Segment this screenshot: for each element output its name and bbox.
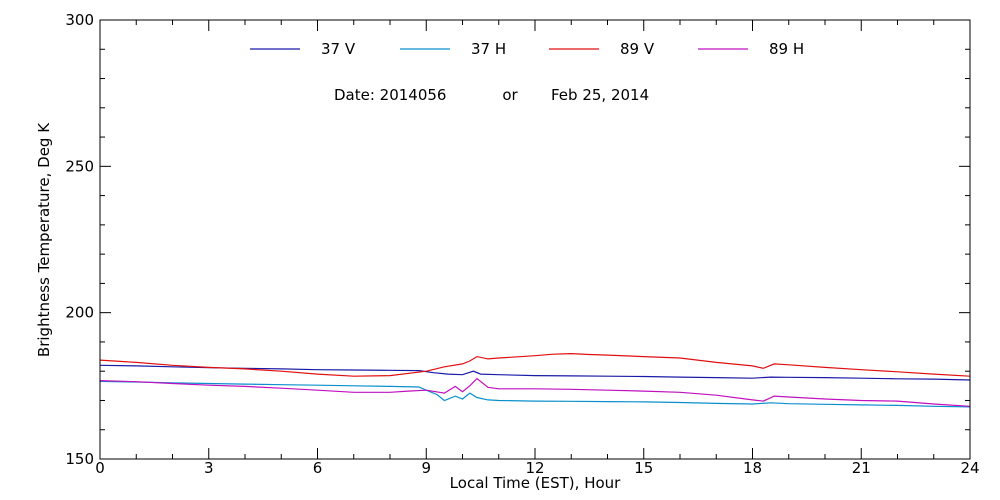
legend-label-89-v: 89 V [620, 40, 655, 58]
y-tick-label: 300 [65, 11, 94, 29]
legend: 37 V 37 H 89 V 89 H [250, 40, 804, 58]
x-tick-label: 3 [204, 459, 214, 477]
series-line-89-v [99, 352, 971, 377]
plot-frame [99, 19, 971, 460]
date-text: Feb 25, 2014 [551, 86, 649, 104]
x-axis-label: Local Time (EST), Hour [450, 474, 621, 492]
legend-label-37-v: 37 V [321, 40, 356, 58]
x-tick-label: 12 [525, 459, 544, 477]
x-tick-label: 24 [960, 459, 979, 477]
legend-label-37-h: 37 H [471, 40, 506, 58]
y-tick-label: 200 [65, 304, 94, 322]
x-tick-label: 0 [95, 459, 105, 477]
date-or-label: or [502, 86, 518, 104]
series-line-37-h [99, 380, 971, 408]
y-tick-label: 250 [65, 157, 94, 175]
series-line-89-h [99, 377, 971, 407]
date-label: Date: 2014056 [334, 86, 446, 104]
series-layer [99, 352, 971, 408]
x-tick-label: 6 [313, 459, 323, 477]
series-line-37-v [99, 364, 971, 381]
tick-labels: 0 3 6 9 12 15 18 21 24 150 200 250 300 [65, 11, 979, 477]
x-tick-label: 21 [852, 459, 871, 477]
y-axis-label: Brightness Temperature, Deg K [35, 122, 53, 357]
y-tick-label: 150 [65, 450, 94, 468]
legend-label-89-h: 89 H [769, 40, 804, 58]
x-tick-label: 9 [421, 459, 431, 477]
axis-ticks [99, 19, 971, 460]
x-tick-label: 15 [634, 459, 653, 477]
x-tick-label: 18 [743, 459, 762, 477]
